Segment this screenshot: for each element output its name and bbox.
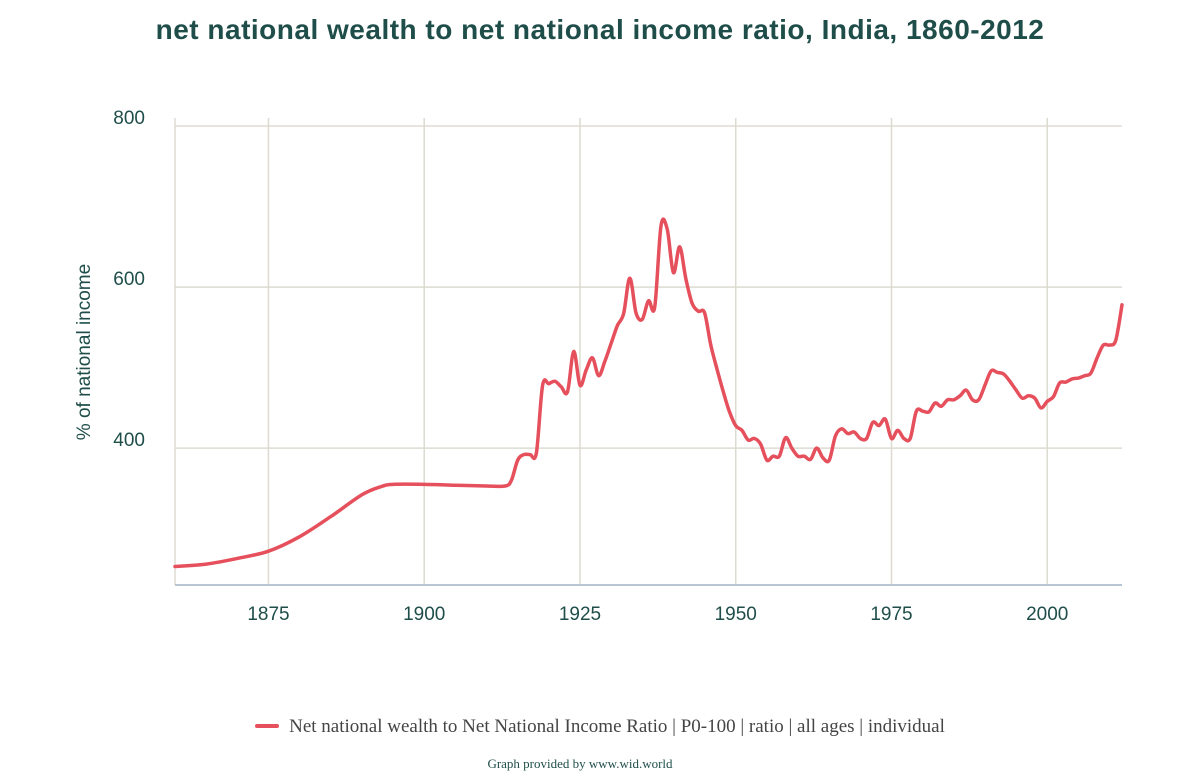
legend[interactable]: Net national wealth to Net National Inco…	[0, 716, 1200, 738]
x-tick-label-1900: 1900	[403, 604, 445, 625]
y-tick-label-600: 600	[113, 269, 145, 290]
series-group	[173, 217, 1124, 569]
grid-lines	[175, 118, 1122, 585]
y-tick-label-800: 800	[113, 108, 145, 129]
x-tick-label-1875: 1875	[247, 604, 289, 625]
legend-label: Net national wealth to Net National Inco…	[289, 716, 945, 737]
line-chart: 1875 1900 1925 1950 1975 2000 400 600 800 % of n…	[74, 108, 1124, 625]
legend-swatch	[255, 723, 280, 728]
credit-text: Graph provided by www.wid.world	[487, 756, 673, 771]
series-line-0	[173, 217, 1124, 569]
y-tick-label-400: 400	[113, 430, 145, 451]
x-tick-label-1950: 1950	[715, 604, 757, 625]
x-tick-label-2000: 2000	[1026, 604, 1068, 625]
tick-labels: 1875 1900 1925 1950 1975 2000 400 600 800	[113, 108, 1068, 625]
axes	[174, 118, 1122, 586]
x-tick-label-1975: 1975	[870, 604, 912, 625]
y-axis-label: % of national income	[74, 264, 95, 440]
chart-title: net national wealth to net national inco…	[155, 14, 1045, 45]
x-tick-label-1925: 1925	[559, 604, 601, 625]
